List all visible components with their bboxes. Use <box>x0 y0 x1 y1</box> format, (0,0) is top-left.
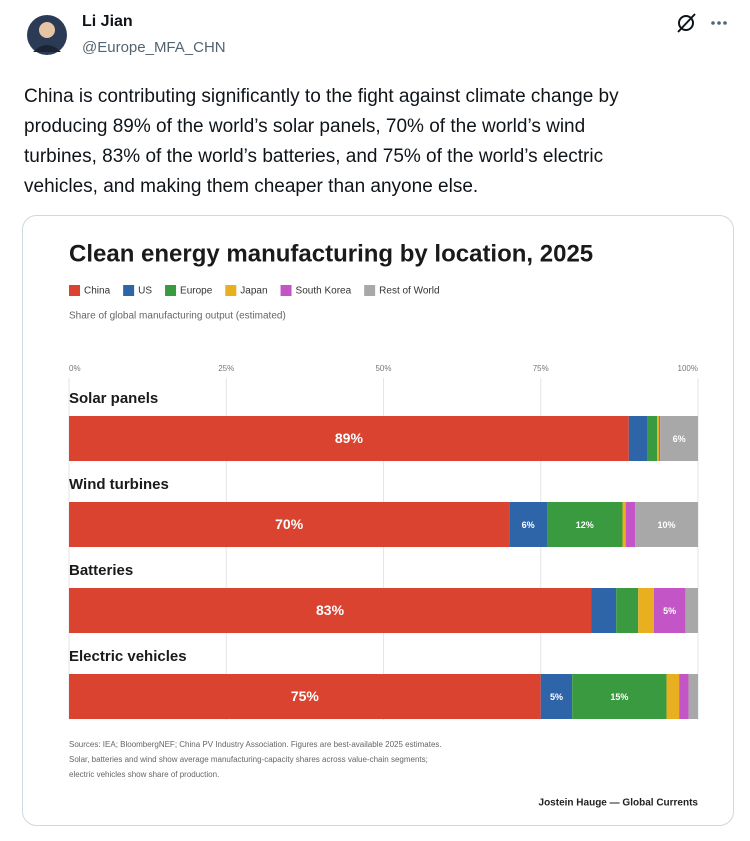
legend-swatch <box>280 285 292 296</box>
bar-segment <box>660 416 698 461</box>
data-label: 6% <box>673 434 686 444</box>
x-tick-label: 50% <box>375 364 391 373</box>
bar-segment <box>591 588 617 633</box>
legend-label: US <box>138 286 152 297</box>
chart-title: Clean energy manufacturing by location, … <box>69 240 593 267</box>
legend-label: Japan <box>240 286 267 297</box>
post-text: turbines, 83% of the world’s batteries, … <box>24 146 603 167</box>
bar-segment <box>666 674 680 719</box>
bar-segment <box>635 502 698 547</box>
data-label: 5% <box>663 606 676 616</box>
bar-segment <box>69 588 592 633</box>
x-tick-label: 75% <box>533 364 549 373</box>
bar-segment <box>572 674 667 719</box>
avatar-face <box>39 22 55 38</box>
bar-segment <box>688 674 698 719</box>
chart-note: Solar, batteries and wind show average m… <box>69 755 428 764</box>
legend-swatch <box>165 285 177 296</box>
legend-label: China <box>84 286 111 297</box>
bar-segment <box>638 588 654 633</box>
category-label: Solar panels <box>69 390 158 407</box>
data-label: 12% <box>576 520 594 530</box>
legend-label: Europe <box>180 286 213 297</box>
bar-segment <box>69 674 541 719</box>
legend-label: South Korea <box>296 286 352 297</box>
bar-segment <box>659 416 661 461</box>
x-tick-label: 100% <box>678 364 698 373</box>
bar-segment <box>685 588 698 633</box>
chart-credit: Jostein Hauge — Global Currents <box>539 798 699 809</box>
chart-note: electric vehicles show share of producti… <box>69 770 219 779</box>
more-icon[interactable] <box>711 21 727 25</box>
bar-segment <box>628 416 648 461</box>
grok-icon[interactable] <box>677 13 696 33</box>
post-text: vehicles, and making them cheaper than a… <box>24 176 478 197</box>
data-label: 6% <box>522 520 535 530</box>
legend-swatch <box>69 285 80 296</box>
category-label: Batteries <box>69 562 133 579</box>
legend-swatch <box>225 285 237 296</box>
author-handle[interactable]: @Europe_MFA_CHN <box>82 39 226 56</box>
bar-segment <box>622 502 626 547</box>
chart-subtitle: Share of global manufacturing output (es… <box>69 311 286 322</box>
x-tick-label: 0% <box>69 364 81 373</box>
bar-segment <box>657 416 660 461</box>
data-label: 15% <box>610 692 628 702</box>
bar-segment <box>625 502 636 547</box>
bar-segment <box>679 674 689 719</box>
bar-segment <box>540 674 573 719</box>
bar-segment <box>509 502 548 547</box>
data-label: 89% <box>335 430 364 446</box>
data-label: 70% <box>275 516 304 532</box>
post-text: producing 89% of the world’s solar panel… <box>24 116 585 137</box>
x-tick-label: 25% <box>218 364 234 373</box>
author-name[interactable]: Li Jian <box>82 13 133 30</box>
chart-note: Sources: IEA; BloombergNEF; China PV Ind… <box>69 740 442 749</box>
bar-segment <box>653 588 686 633</box>
avatar-body <box>33 45 61 52</box>
data-label: 83% <box>316 602 345 618</box>
category-label: Electric vehicles <box>69 648 187 665</box>
bar-segment <box>69 416 629 461</box>
data-label: 10% <box>658 520 676 530</box>
legend-swatch <box>364 285 376 296</box>
legend-label: Rest of World <box>379 286 439 297</box>
bar-segment <box>647 416 658 461</box>
category-label: Wind turbines <box>69 476 169 493</box>
bar-segment <box>616 588 639 633</box>
bar-segment <box>547 502 623 547</box>
data-label: 5% <box>550 692 563 702</box>
legend-swatch <box>123 285 135 296</box>
bar-segment <box>69 502 510 547</box>
data-label: 75% <box>291 688 320 704</box>
post-text: China is contributing significantly to t… <box>24 86 619 107</box>
